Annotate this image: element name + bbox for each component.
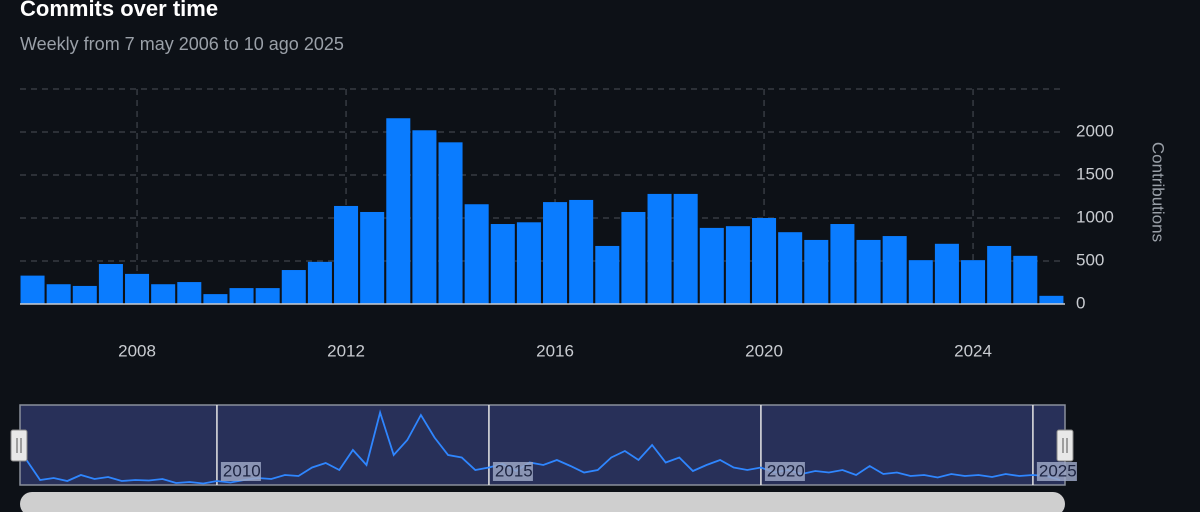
bar [334, 205, 359, 304]
bar [778, 232, 803, 304]
chart-subtitle: Weekly from 7 may 2006 to 10 ago 2025 [20, 34, 344, 54]
bar [621, 211, 646, 304]
navigator-label: 2025 [1039, 461, 1077, 480]
y-tick-label: 0 [1076, 293, 1085, 312]
bar [203, 294, 228, 304]
bar [360, 211, 385, 304]
y-tick-label: 500 [1076, 250, 1104, 269]
x-tick-label: 2020 [745, 341, 783, 360]
bar [699, 227, 724, 304]
navigator-label-bg [220, 462, 261, 481]
bar [725, 226, 750, 304]
bar [386, 118, 411, 305]
y-tick-label: 1500 [1076, 164, 1114, 183]
bar [595, 245, 620, 304]
bar [438, 142, 463, 304]
bar [255, 288, 280, 304]
bar [882, 236, 907, 304]
bar [125, 273, 150, 304]
y-tick-label: 1000 [1076, 207, 1114, 226]
y-axis-label: Contributions [1149, 142, 1168, 242]
bar [908, 260, 933, 304]
bar [516, 222, 541, 304]
bar [20, 275, 45, 304]
navigator-window[interactable] [19, 404, 1066, 486]
bar [229, 288, 254, 304]
navigator-label-bg [492, 462, 533, 481]
navigator-label: 2020 [767, 461, 805, 480]
bar [752, 218, 777, 304]
scrollbar[interactable] [20, 492, 1065, 512]
chart-title: Commits over time [20, 0, 218, 21]
bar [72, 285, 97, 304]
navigator-label-bg [1036, 462, 1077, 481]
x-tick-label: 2016 [536, 341, 574, 360]
navigator-handle-right[interactable] [1056, 429, 1074, 462]
bar [281, 270, 306, 304]
bar [1039, 295, 1064, 304]
navigator-label-bg [764, 462, 805, 481]
bar [543, 202, 568, 304]
navigator-line [25, 409, 1061, 485]
bar [177, 282, 202, 304]
x-tick-label: 2008 [118, 341, 156, 360]
bar [307, 261, 332, 304]
bar [1013, 255, 1038, 304]
bar [46, 284, 71, 304]
bar [673, 193, 698, 304]
bar [98, 264, 123, 304]
bar [987, 245, 1012, 304]
bar [961, 260, 986, 304]
navigator-label: 2010 [223, 461, 261, 480]
bar [464, 204, 489, 304]
bar [151, 284, 176, 304]
bar [569, 199, 594, 304]
bar [412, 130, 437, 304]
bar [830, 224, 855, 304]
x-tick-label: 2024 [954, 341, 992, 360]
bar [490, 224, 515, 304]
bar [934, 243, 959, 304]
x-tick-label: 2012 [327, 341, 365, 360]
bar [804, 239, 829, 304]
bar [856, 239, 881, 304]
bar [647, 193, 672, 304]
navigator-label: 2015 [495, 461, 533, 480]
y-tick-label: 2000 [1076, 121, 1114, 140]
navigator-handle-left[interactable] [10, 429, 28, 462]
